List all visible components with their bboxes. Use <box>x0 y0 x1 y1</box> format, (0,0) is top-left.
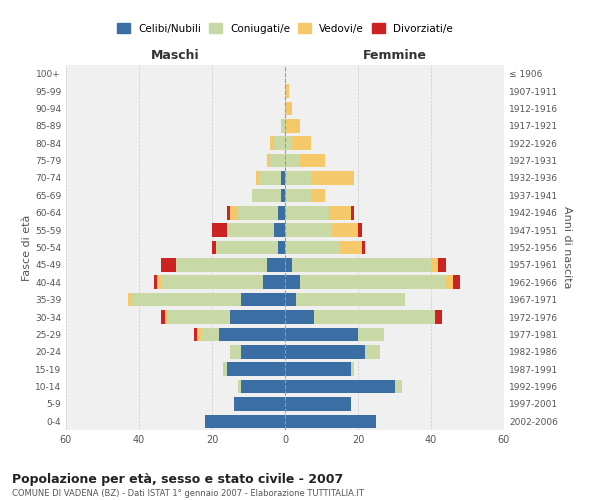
Bar <box>285 362 350 376</box>
Bar <box>340 240 362 254</box>
Bar <box>168 310 230 324</box>
Bar <box>212 224 227 237</box>
Bar <box>358 328 383 341</box>
Bar <box>285 154 299 168</box>
Bar <box>128 293 132 306</box>
Bar <box>311 188 325 202</box>
Bar <box>238 206 278 220</box>
Bar <box>241 345 285 358</box>
Bar <box>274 224 285 237</box>
Bar <box>241 293 285 306</box>
Legend: Celibi/Nubili, Coniugati/e, Vedovi/e, Divorziati/e: Celibi/Nubili, Coniugati/e, Vedovi/e, Di… <box>113 19 457 38</box>
Bar <box>278 206 285 220</box>
Bar <box>161 258 176 272</box>
Bar <box>285 310 314 324</box>
Bar <box>278 240 285 254</box>
Bar <box>365 345 380 358</box>
Bar <box>285 171 311 185</box>
Bar <box>241 380 285 394</box>
Bar <box>434 310 442 324</box>
Bar <box>267 258 285 272</box>
Bar <box>230 310 285 324</box>
Bar <box>259 171 281 185</box>
Bar <box>132 293 241 306</box>
Bar <box>446 276 453 289</box>
Bar <box>256 171 259 185</box>
Bar <box>292 136 311 150</box>
Bar <box>329 206 350 220</box>
Bar <box>362 240 365 254</box>
Bar <box>212 240 215 254</box>
Bar <box>271 154 285 168</box>
Bar <box>274 136 285 150</box>
Bar <box>296 293 406 306</box>
Bar <box>157 276 161 289</box>
Bar <box>220 328 285 341</box>
Bar <box>350 362 355 376</box>
Bar <box>292 258 431 272</box>
Bar <box>281 119 285 132</box>
Bar <box>197 328 201 341</box>
Bar <box>154 276 157 289</box>
Bar <box>215 240 278 254</box>
Bar <box>285 328 358 341</box>
Bar <box>285 258 292 272</box>
Bar <box>252 188 281 202</box>
Bar <box>176 258 267 272</box>
Bar <box>285 224 332 237</box>
Bar <box>285 188 311 202</box>
Bar <box>281 188 285 202</box>
Bar <box>358 224 362 237</box>
Y-axis label: Fasce di età: Fasce di età <box>22 214 32 280</box>
Bar <box>230 206 238 220</box>
Bar <box>285 414 376 428</box>
Y-axis label: Anni di nascita: Anni di nascita <box>562 206 572 289</box>
Text: Popolazione per età, sesso e stato civile - 2007: Popolazione per età, sesso e stato civil… <box>12 472 343 486</box>
Bar <box>201 328 220 341</box>
Text: COMUNE DI VADENA (BZ) - Dati ISTAT 1° gennaio 2007 - Elaborazione TUTTITALIA.IT: COMUNE DI VADENA (BZ) - Dati ISTAT 1° ge… <box>12 489 364 498</box>
Bar <box>161 276 263 289</box>
Bar <box>285 84 289 98</box>
Text: Femmine: Femmine <box>362 48 427 62</box>
Bar <box>285 293 296 306</box>
Bar <box>438 258 446 272</box>
Bar <box>267 154 271 168</box>
Bar <box>164 310 168 324</box>
Bar <box>194 328 197 341</box>
Bar <box>263 276 285 289</box>
Bar <box>285 119 299 132</box>
Bar <box>227 362 285 376</box>
Bar <box>227 224 274 237</box>
Bar <box>314 310 434 324</box>
Bar <box>350 206 355 220</box>
Text: Maschi: Maschi <box>151 48 200 62</box>
Bar <box>161 310 164 324</box>
Bar <box>281 171 285 185</box>
Bar <box>395 380 402 394</box>
Bar <box>205 414 285 428</box>
Bar <box>299 154 325 168</box>
Bar <box>285 206 329 220</box>
Bar <box>223 362 227 376</box>
Bar <box>285 136 292 150</box>
Bar <box>285 276 299 289</box>
Bar <box>227 206 230 220</box>
Bar <box>285 345 365 358</box>
Bar <box>285 240 340 254</box>
Bar <box>230 345 241 358</box>
Bar <box>238 380 241 394</box>
Bar <box>299 276 446 289</box>
Bar <box>271 136 274 150</box>
Bar <box>285 380 395 394</box>
Bar <box>311 171 355 185</box>
Bar <box>332 224 358 237</box>
Bar <box>285 397 350 410</box>
Bar <box>431 258 438 272</box>
Bar <box>234 397 285 410</box>
Bar <box>453 276 460 289</box>
Bar <box>285 102 292 115</box>
